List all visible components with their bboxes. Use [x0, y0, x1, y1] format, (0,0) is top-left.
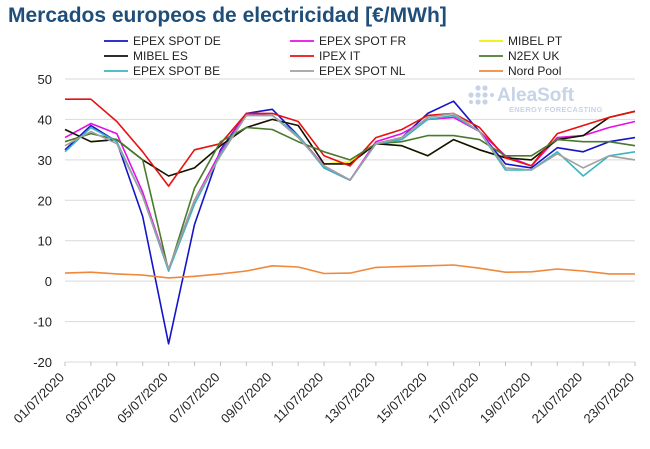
legend: EPEX SPOT DE EPEX SPOT FR MIBEL PT MIBEL ES…: [104, 34, 563, 78]
aleasoft-logo: AleaSoft ENERGY FORECASTING: [468, 85, 602, 114]
series-line-epex-spot-de: [64, 100, 636, 345]
y-tick-label: 50: [38, 72, 52, 87]
series-line-n2ex-uk: [64, 126, 636, 272]
legend-label-epex-spot-de: EPEX SPOT DE: [133, 34, 221, 48]
x-tick-label: 17/07/2020: [425, 370, 482, 427]
x-tick-label: 11/07/2020: [270, 370, 326, 426]
legend-label-epex-spot-be: EPEX SPOT BE: [133, 64, 220, 78]
logo-dot: [475, 85, 481, 91]
logo-dot: [469, 100, 473, 104]
logo-dot: [482, 85, 488, 91]
legend-label-mibel-es: MIBEL ES: [133, 49, 188, 63]
legend-label-epex-spot-nl: EPEX SPOT NL: [319, 64, 406, 78]
x-axis-ticks: 01/07/202003/07/202005/07/202007/07/2020…: [10, 370, 637, 427]
x-tick-label: 21/07/2020: [529, 370, 586, 427]
y-tick-label: 40: [38, 112, 52, 127]
logo-dot: [482, 92, 488, 98]
logo-dot: [468, 92, 474, 98]
x-tick-label: 09/07/2020: [218, 370, 275, 427]
gridlines: [64, 78, 636, 366]
y-tick-label: 20: [38, 193, 52, 208]
x-tick-label: 19/07/2020: [477, 370, 534, 427]
x-tick-label: 13/07/2020: [321, 370, 378, 427]
legend-label-nord-pool: Nord Pool: [508, 64, 561, 78]
series-line-nord-pool: [64, 264, 635, 279]
x-tick-label: 01/07/2020: [10, 370, 67, 427]
logo-dots-icon: [468, 85, 494, 105]
x-tick-label: 07/07/2020: [166, 370, 223, 427]
series-line-epex-spot-nl: [64, 112, 636, 270]
legend-label-epex-spot-fr: EPEX SPOT FR: [319, 34, 406, 48]
chart-title: Mercados europeos de electricidad [€/MWh…: [8, 4, 447, 27]
legend-label-n2ex-uk: N2EX UK: [508, 49, 559, 63]
series-line-mibel-es: [64, 110, 636, 177]
y-tick-label: 30: [38, 153, 52, 168]
x-tick-label: 15/07/2020: [373, 370, 430, 427]
y-tick-label: -20: [33, 355, 52, 370]
logo-dot: [475, 99, 481, 105]
y-tick-label: -10: [33, 315, 52, 330]
logo-dot: [482, 99, 488, 105]
legend-label-ipex-it: IPEX IT: [319, 49, 361, 63]
series-lines: [64, 98, 636, 345]
x-tick-label: 03/07/2020: [62, 370, 119, 427]
x-tick-label: 23/07/2020: [580, 370, 637, 427]
y-tick-label: 10: [38, 234, 52, 249]
y-axis-ticks: -20 -10 0 10 20 30 40 50: [33, 72, 52, 370]
logo-dot: [475, 92, 481, 98]
logo-dot: [490, 93, 494, 97]
series-line-ipex-it: [65, 98, 636, 187]
legend-label-mibel-pt: MIBEL PT: [508, 34, 563, 48]
logo-name: AleaSoft: [497, 85, 575, 106]
y-tick-label: 0: [45, 274, 52, 289]
x-tick-label: 05/07/2020: [114, 370, 171, 427]
logo-tagline: ENERGY FORECASTING: [509, 105, 603, 114]
